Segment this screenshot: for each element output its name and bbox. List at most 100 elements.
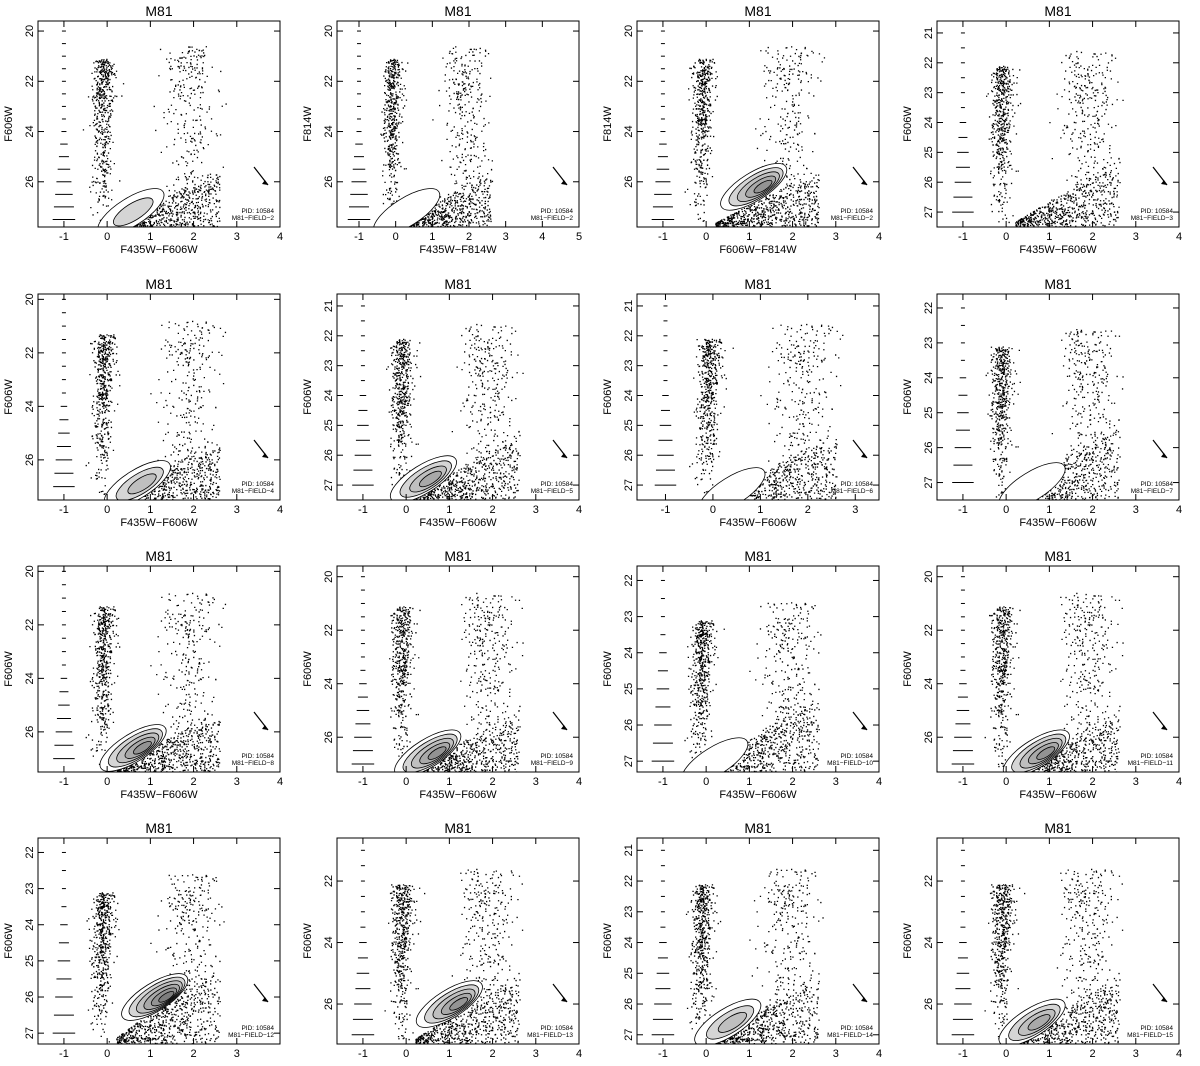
reddening-vector bbox=[1152, 983, 1168, 1003]
x-tick-label: -1 bbox=[658, 1048, 668, 1060]
x-tick-label: 2 bbox=[191, 231, 197, 243]
y-tick-label: 25 bbox=[323, 419, 335, 431]
density-contour bbox=[681, 737, 749, 772]
plot-frame bbox=[37, 293, 281, 501]
x-axis-label: F435W−F606W bbox=[419, 517, 497, 529]
plot-frame bbox=[336, 20, 580, 228]
y-axis-label: F606W bbox=[902, 923, 914, 959]
y-tick-label: 24 bbox=[323, 936, 335, 948]
panel-title: M81 bbox=[444, 276, 471, 292]
cmd-panel-13: -10123222324252627M81F435W−F606WF606WPID… bbox=[3, 820, 281, 1066]
x-tick-label: 4 bbox=[1176, 231, 1182, 243]
x-tick-label: 3 bbox=[1133, 231, 1139, 243]
y-tick-label: 24 bbox=[24, 400, 36, 412]
x-tick-label: 3 bbox=[833, 776, 839, 788]
y-tick-label: 27 bbox=[623, 1029, 635, 1041]
x-tick-label: 4 bbox=[576, 1048, 582, 1060]
x-tick-label: 3 bbox=[234, 1048, 240, 1060]
x-tick-label: 2 bbox=[191, 504, 197, 516]
y-tick-label: 22 bbox=[923, 57, 935, 69]
scatter-points-6 bbox=[386, 323, 524, 500]
panel-title: M81 bbox=[1044, 820, 1071, 836]
panel-title: M81 bbox=[444, 820, 471, 836]
panel-title: M81 bbox=[1044, 276, 1071, 292]
y-tick-label: 27 bbox=[623, 479, 635, 491]
x-tick-label: 4 bbox=[876, 1048, 882, 1060]
density-contour bbox=[158, 991, 175, 1003]
x-tick-label: -1 bbox=[958, 1048, 968, 1060]
x-tick-label: 4 bbox=[277, 776, 283, 788]
x-tick-label: 4 bbox=[1176, 1048, 1182, 1060]
x-tick-label: 0 bbox=[1003, 231, 1009, 243]
x-tick-label: -1 bbox=[958, 776, 968, 788]
y-tick-label: 20 bbox=[24, 25, 36, 37]
y-tick-label: 25 bbox=[24, 955, 36, 967]
field-label: M81−FIELD−9 bbox=[531, 760, 574, 767]
pid-label: PID: 10584 bbox=[540, 208, 573, 215]
cmd-panel-12: -1 0 1 2 3 4 20 22 24 26 M81 F435W−F606W F606W PID: 1… bbox=[902, 548, 1182, 801]
y-tick-label: 24 bbox=[24, 672, 36, 684]
plot-frame bbox=[936, 837, 1180, 1045]
y-tick-label: 24 bbox=[323, 678, 335, 690]
x-tick-label: -1 bbox=[958, 504, 968, 516]
y-tick-label: 22 bbox=[623, 574, 635, 586]
x-tick-label: 4 bbox=[576, 504, 582, 516]
density-contour bbox=[127, 473, 157, 495]
x-tick-label: 4 bbox=[876, 231, 882, 243]
reddening-vector bbox=[852, 711, 868, 731]
x-tick-label: 1 bbox=[429, 231, 435, 243]
density-contour bbox=[998, 462, 1066, 500]
y-tick-label: 26 bbox=[323, 731, 335, 743]
x-tick-label: 2 bbox=[1090, 504, 1096, 516]
y-tick-label: 22 bbox=[923, 875, 935, 887]
x-tick-label: 0 bbox=[104, 231, 110, 243]
x-tick-label: 1 bbox=[746, 776, 752, 788]
x-tick-label: 5 bbox=[576, 231, 582, 243]
y-tick-label: 23 bbox=[923, 87, 935, 99]
y-tick-label: 22 bbox=[323, 75, 335, 87]
x-tick-label: 2 bbox=[1090, 1048, 1096, 1060]
y-tick-label: 24 bbox=[623, 936, 635, 948]
x-tick-label: 0 bbox=[703, 231, 709, 243]
x-tick-label: 3 bbox=[1133, 776, 1139, 788]
scatter-points-13 bbox=[86, 874, 225, 1044]
y-axis-label: F606W bbox=[902, 379, 914, 415]
pid-label: PID: 10584 bbox=[540, 481, 573, 488]
x-tick-label: 0 bbox=[1003, 504, 1009, 516]
scatter-points-11 bbox=[684, 602, 822, 772]
x-tick-label: 4 bbox=[876, 776, 882, 788]
x-axis-label: F606W−F814W bbox=[719, 244, 797, 256]
x-axis-label: F435W−F606W bbox=[120, 517, 198, 529]
x-tick-label: 1 bbox=[1046, 231, 1052, 243]
x-tick-label: 0 bbox=[710, 504, 716, 516]
x-tick-label: 2 bbox=[191, 776, 197, 788]
y-tick-label: 24 bbox=[323, 125, 335, 137]
x-tick-label: 2 bbox=[490, 776, 496, 788]
y-tick-label: 24 bbox=[923, 678, 935, 690]
reddening-vector bbox=[552, 711, 568, 731]
pid-label: PID: 10584 bbox=[1140, 1025, 1173, 1032]
scatter-points-7 bbox=[689, 323, 844, 500]
x-tick-label: 3 bbox=[503, 231, 509, 243]
x-tick-label: 2 bbox=[790, 776, 796, 788]
y-tick-label: 22 bbox=[323, 624, 335, 636]
y-axis-label: F606W bbox=[302, 379, 314, 415]
x-tick-label: 0 bbox=[403, 1048, 409, 1060]
x-tick-label: 4 bbox=[539, 231, 545, 243]
y-tick-label: 26 bbox=[623, 998, 635, 1010]
y-axis-label: F606W bbox=[302, 923, 314, 959]
y-tick-label: 23 bbox=[623, 906, 635, 918]
x-tick-label: -1 bbox=[658, 776, 668, 788]
y-axis-label: F814W bbox=[302, 106, 314, 142]
y-tick-label: 20 bbox=[24, 293, 36, 305]
x-tick-label: -1 bbox=[358, 504, 368, 516]
y-tick-label: 22 bbox=[24, 619, 36, 631]
y-tick-label: 25 bbox=[623, 419, 635, 431]
y-tick-label: 26 bbox=[24, 454, 36, 466]
panel-title: M81 bbox=[145, 820, 172, 836]
y-tick-label: 24 bbox=[623, 389, 635, 401]
x-tick-label: 1 bbox=[1046, 1048, 1052, 1060]
y-tick-label: 20 bbox=[323, 25, 335, 37]
cmd-panel-6: -1 0 1 2 3 421222324252627M81F435W−F606WF606W… bbox=[302, 276, 582, 529]
